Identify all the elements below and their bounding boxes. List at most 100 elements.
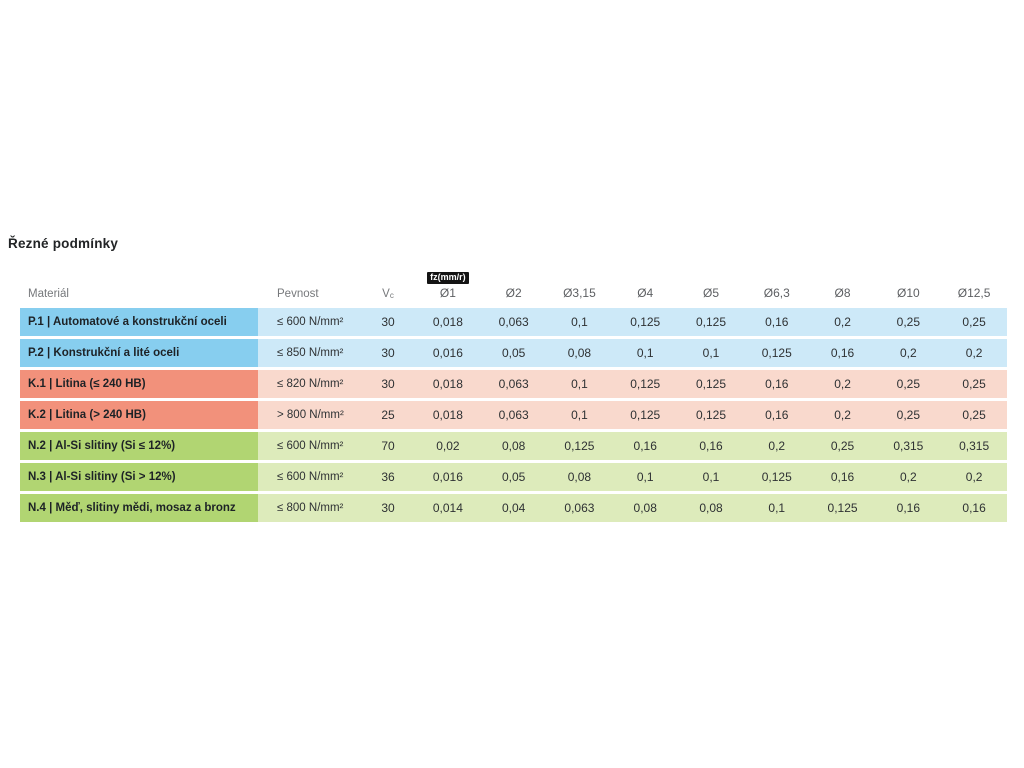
fz-value-cell: 0,05 — [480, 463, 547, 491]
header-diameter-label: Ø3,15 — [563, 286, 596, 300]
fz-value-cell: 0,08 — [546, 339, 613, 367]
strength-cell: ≤ 600 N/mm² — [258, 308, 361, 336]
fz-value-cell: 0,063 — [480, 401, 547, 429]
page-title: Řezné podmínky — [8, 236, 119, 251]
fz-value-cell: 0,125 — [743, 339, 810, 367]
header-diameter-label: Ø4 — [637, 286, 654, 300]
fz-value-cell: 0,125 — [678, 370, 744, 398]
header-diameter-label: Ø6,3 — [763, 286, 790, 300]
fz-value-cell: 0,25 — [875, 401, 942, 429]
vc-cell: 30 — [361, 308, 415, 336]
vc-cell: 30 — [361, 370, 415, 398]
table-row: N.2 | Al-Si slitiny (Si ≤ 12%) ≤ 600 N/m… — [20, 432, 1007, 460]
material-cell: K.2 | Litina (> 240 HB) — [20, 401, 258, 429]
strength-cell: > 800 N/mm² — [258, 401, 361, 429]
fz-value-cell: 0,16 — [809, 339, 876, 367]
fz-value-cell: 0,16 — [743, 370, 810, 398]
header-diameter-label: Ø5 — [702, 286, 719, 300]
table-body: P.1 | Automatové a konstrukční oceli ≤ 6… — [20, 308, 1007, 522]
fz-value-cell: 0,125 — [612, 370, 679, 398]
fz-value-cell: 0,018 — [415, 308, 481, 336]
header-diameter: Ø8 — [810, 286, 876, 302]
fz-value-cell: 0,08 — [546, 463, 613, 491]
fz-value-cell: 0,125 — [612, 308, 679, 336]
fz-value-cell: 0,08 — [612, 494, 679, 522]
fz-value-cell: 0,2 — [941, 463, 1007, 491]
header-diameter-label: Ø12,5 — [957, 286, 991, 300]
fz-value-cell: 0,2 — [809, 401, 876, 429]
table-row: N.4 | Měď, slitiny mědi, mosaz a bronz ≤… — [20, 494, 1007, 522]
fz-value-cell: 0,125 — [809, 494, 876, 522]
header-vc-subscript: c — [389, 291, 394, 300]
fz-value-cell: 0,1 — [546, 401, 613, 429]
fz-value-cell: 0,1 — [612, 463, 679, 491]
header-diameter-label: Ø2 — [505, 286, 522, 300]
fz-value-cell: 0,1 — [678, 463, 744, 491]
fz-value-cell: 0,25 — [875, 370, 942, 398]
fz-value-cell: 0,125 — [546, 432, 613, 460]
header-diameter: Ø2 — [481, 286, 547, 302]
strength-cell: ≤ 600 N/mm² — [258, 432, 361, 460]
fz-value-cell: 0,16 — [743, 401, 810, 429]
strength-cell: ≤ 820 N/mm² — [258, 370, 361, 398]
header-diameter: Ø6,3 — [744, 286, 810, 302]
fz-value-cell: 0,25 — [941, 370, 1007, 398]
header-diameter: Ø10 — [875, 286, 941, 302]
material-cell: N.2 | Al-Si slitiny (Si ≤ 12%) — [20, 432, 258, 460]
fz-value-cell: 0,063 — [480, 370, 547, 398]
fz-value-cell: 0,125 — [612, 401, 679, 429]
header-diameter: Ø12,5 — [941, 286, 1007, 302]
header-strength: Pevnost — [277, 288, 319, 300]
vc-cell: 25 — [361, 401, 415, 429]
material-cell: K.1 | Litina (≤ 240 HB) — [20, 370, 258, 398]
fz-value-cell: 0,125 — [678, 401, 744, 429]
fz-value-cell: 0,08 — [480, 432, 547, 460]
fz-value-cell: 0,1 — [743, 494, 810, 522]
fz-value-cell: 0,014 — [415, 494, 481, 522]
fz-value-cell: 0,16 — [678, 432, 744, 460]
fz-value-cell: 0,02 — [415, 432, 481, 460]
fz-value-cell: 0,2 — [743, 432, 810, 460]
vc-cell: 30 — [361, 339, 415, 367]
material-cell: P.1 | Automatové a konstrukční oceli — [20, 308, 258, 336]
fz-value-cell: 0,315 — [875, 432, 942, 460]
material-cell: N.4 | Měď, slitiny mědi, mosaz a bronz — [20, 494, 258, 522]
strength-cell: ≤ 850 N/mm² — [258, 339, 361, 367]
fz-value-cell: 0,16 — [809, 463, 876, 491]
fz-value-cell: 0,16 — [743, 308, 810, 336]
fz-value-cell: 0,1 — [678, 339, 744, 367]
fz-value-cell: 0,125 — [743, 463, 810, 491]
fz-value-cell: 0,2 — [809, 370, 876, 398]
fz-value-cell: 0,16 — [612, 432, 679, 460]
material-cell: P.2 | Konstrukční a lité oceli — [20, 339, 258, 367]
header-material: Materiál — [28, 288, 69, 300]
vc-cell: 36 — [361, 463, 415, 491]
header-diameter-label: Ø1 — [439, 286, 456, 300]
fz-value-cell: 0,04 — [480, 494, 547, 522]
strength-cell: ≤ 600 N/mm² — [258, 463, 361, 491]
table-row: P.1 | Automatové a konstrukční oceli ≤ 6… — [20, 308, 1007, 336]
fz-value-cell: 0,25 — [941, 308, 1007, 336]
fz-value-cell: 0,25 — [941, 401, 1007, 429]
fz-value-cell: 0,1 — [546, 308, 613, 336]
fz-value-cell: 0,25 — [875, 308, 942, 336]
fz-value-cell: 0,016 — [415, 339, 481, 367]
fz-value-cell: 0,018 — [415, 370, 481, 398]
header-diameter: fz(mm/r) Ø1 — [415, 272, 481, 302]
vc-cell: 70 — [361, 432, 415, 460]
header-diameter-label: Ø8 — [834, 286, 851, 300]
fz-value-cell: 0,063 — [480, 308, 547, 336]
fz-value-cell: 0,2 — [875, 339, 942, 367]
fz-value-cell: 0,05 — [480, 339, 547, 367]
fz-value-cell: 0,08 — [678, 494, 744, 522]
fz-value-cell: 0,16 — [941, 494, 1007, 522]
fz-value-cell: 0,2 — [941, 339, 1007, 367]
fz-value-cell: 0,125 — [678, 308, 744, 336]
header-diameter: Ø5 — [678, 286, 744, 302]
header-diameter-label: Ø10 — [896, 286, 920, 300]
fz-value-cell: 0,25 — [809, 432, 876, 460]
header-diameter: Ø4 — [612, 286, 678, 302]
material-cell: N.3 | Al-Si slitiny (Si > 12%) — [20, 463, 258, 491]
fz-value-cell: 0,016 — [415, 463, 481, 491]
